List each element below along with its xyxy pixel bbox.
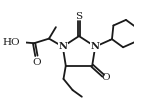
Text: N: N (91, 42, 100, 51)
Text: HO: HO (2, 38, 20, 47)
Text: O: O (32, 58, 41, 67)
Text: S: S (75, 12, 83, 21)
Text: O: O (101, 73, 110, 82)
Text: N: N (58, 42, 67, 51)
